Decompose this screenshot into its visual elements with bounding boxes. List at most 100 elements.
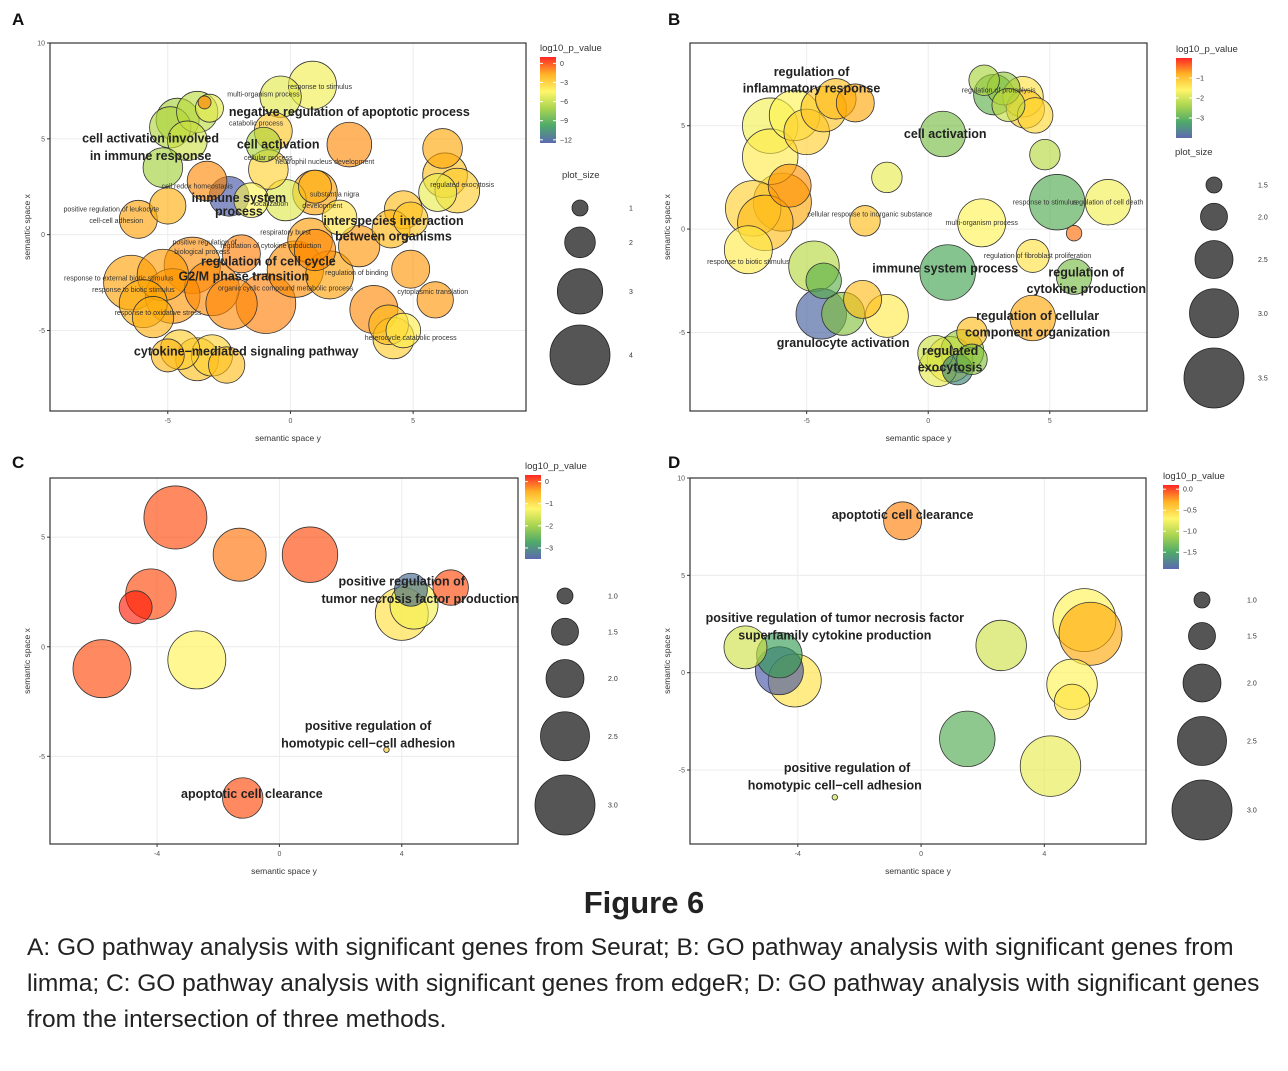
term-label: in immune response [90,149,212,163]
y-axis-title: semantic space x [22,193,32,259]
bubble [131,296,175,339]
term-label: response to biotic stimulus [707,259,790,266]
y-axis-title: semantic space x [662,627,672,693]
bubble [1019,735,1082,797]
bubble [805,262,842,299]
y-tick-label: -5 [39,328,45,335]
y-axis-title: semantic space x [22,627,32,693]
size-legend: plot_size 1.5 2.0 2.5 3.0 3.5 [1175,147,1268,409]
panel-c-letter: C [12,453,24,472]
term-label: homotypic cell−cell adhesion [748,778,922,792]
y-tick-label: 5 [681,573,685,580]
size-legend: plot_size 1 2 3 4 [549,170,633,386]
color-legend: log10_p_value 0 −3 −6 −9 −12 [540,43,602,144]
x-tick-label: 0 [289,418,293,425]
x-tick-label: -5 [165,418,171,425]
size-legend-label: 2.0 [608,676,618,683]
term-label: organic cyclic compound metabolic proces… [218,285,354,292]
x-axis-title: semantic space y [886,433,952,443]
color-legend: log10_p_value 0 −1 −2 −3 [525,461,587,559]
size-legend-circle [1193,591,1211,609]
size-legend-circle [1183,347,1245,409]
term-label: tumor necrosis factor production [321,592,518,606]
bubble [150,338,185,373]
bubble [919,244,976,301]
color-legend-label: 0.0 [1183,487,1193,494]
term-label: response to stimulus [1013,199,1078,206]
y-tick-label: 10 [677,476,685,483]
bubble [1055,258,1093,295]
bubble-labels: cell activation involved in immune respon… [63,84,494,358]
term-label: multi-organism process [227,92,300,99]
bubble [919,110,966,158]
y-tick-label: 0 [41,232,45,239]
panel-a-letter: A [12,10,24,29]
bubble [167,120,208,161]
bubble [197,95,212,110]
term-label: cell activation [237,137,320,151]
y-tick-label: -5 [39,754,45,761]
bubble [298,169,332,204]
color-legend-title: log10_p_value [525,461,587,472]
size-legend-circle [556,587,574,605]
color-legend: log10_p_value −1 −2 −3 [1176,44,1238,138]
size-legend-circle [549,324,611,386]
color-legend-label: −2 [545,523,553,530]
bubble [1028,174,1086,231]
term-label: granulocyte activation [777,336,910,350]
color-legend-label: −3 [545,545,553,552]
term-label: exocytosis [918,361,983,375]
term-label: regulation of fibroblast proliferation [984,253,1092,260]
size-legend-circle [571,199,589,217]
term-label: homotypic cell−cell adhesion [281,737,455,751]
x-tick-label: 0 [277,851,281,858]
term-label: regulation of proteolysis [962,88,1036,95]
bubble [72,639,132,699]
x-tick-label: -5 [804,418,810,425]
term-label: regulation of [774,65,851,79]
size-legend-label: 1.0 [608,594,618,601]
bubble [281,526,339,583]
size-legend-circle [564,226,596,259]
size-legend: 1.0 1.5 2.0 2.5 3.0 [534,587,618,836]
size-legend-circle [1205,176,1223,194]
term-label: immune system [192,191,286,205]
bubble [723,625,768,670]
size-legend-label: 1.5 [1247,634,1257,641]
size-legend-label: 2.0 [1258,214,1268,221]
bubble [149,187,187,225]
bubble [883,501,922,541]
bubble [1053,683,1091,721]
y-tick-label: 10 [37,41,45,48]
size-legend-label: 1.0 [1247,598,1257,605]
term-label: interspecies interaction [323,214,463,228]
color-legend-label: −9 [560,118,568,125]
figure-title: Figure 6 [583,885,705,920]
bubble [293,228,337,272]
color-legend-title: log10_p_value [1163,471,1225,482]
color-legend-title: log10_p_value [1176,44,1238,55]
color-legend-label: −1.0 [1183,529,1197,536]
bubble [767,163,812,208]
color-legend-label: −3 [1196,116,1204,123]
size-legend-circle [545,659,585,698]
term-label: response to external biotic stimulus [64,276,174,283]
color-legend-title: log10_p_value [540,43,602,54]
size-legend-circle [1189,288,1239,339]
plot-border [49,477,519,845]
bubble [968,64,1000,96]
x-axis-title: semantic space y [885,866,951,876]
term-label: inflammatory response [743,82,881,96]
bubble [957,198,1007,248]
color-bar [540,57,556,143]
term-label: regulated exocytosis [430,182,494,189]
size-legend-circle [551,617,579,646]
color-bar [1176,58,1192,138]
bubbles [72,485,469,819]
term-label: component organization [965,326,1110,340]
size-legend-label: 3.5 [1258,376,1268,383]
bubble-labels: positive regulation of tumor necrosis fac… [181,574,518,801]
